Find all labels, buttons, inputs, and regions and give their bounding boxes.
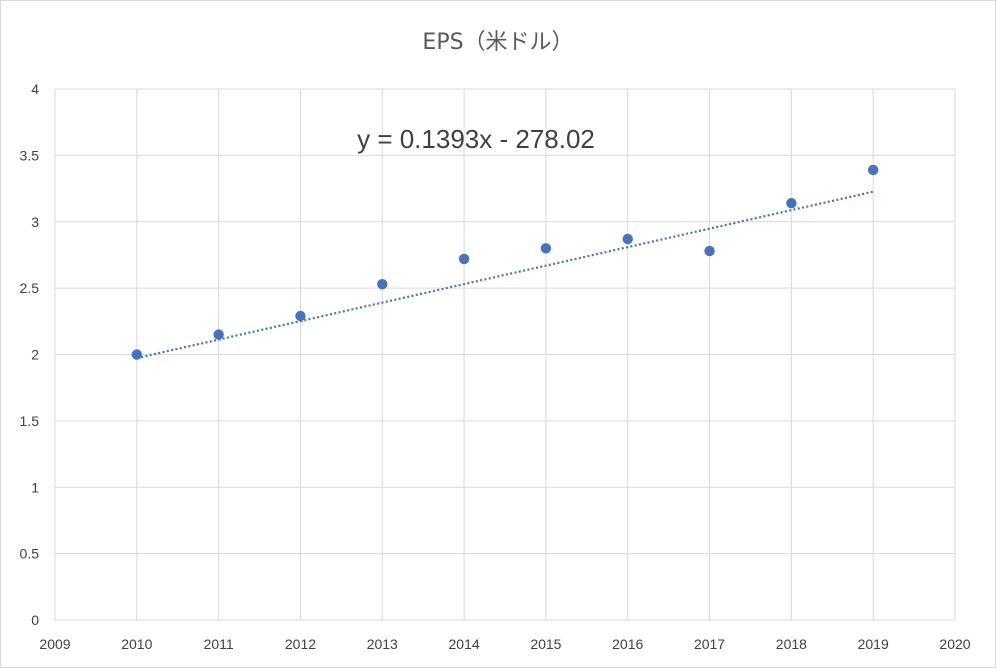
y-tick-label: 4 (31, 81, 39, 97)
y-tick-label: 3 (31, 214, 39, 230)
x-tick-label: 2018 (776, 636, 807, 652)
data-point (131, 349, 143, 360)
trendline-group (136, 190, 874, 360)
x-tick-label: 2016 (612, 636, 643, 652)
gridlines (54, 88, 956, 621)
data-point (786, 197, 797, 209)
data-point (622, 233, 633, 245)
x-tick-label: 2020 (939, 636, 970, 652)
x-tick-label: 2012 (285, 636, 316, 652)
data-point (540, 243, 552, 254)
x-tick-label: 2014 (449, 636, 480, 652)
trendline (136, 190, 874, 360)
x-tick-label: 2009 (39, 636, 70, 652)
trendline-equation: y = 0.1393x - 278.02 (357, 124, 595, 154)
y-tick-label: 1 (31, 479, 39, 495)
data-point (213, 329, 224, 340)
x-tick-label: 2010 (121, 636, 152, 652)
y-tick-label: 0.5 (20, 546, 40, 562)
y-tick-label: 1.5 (20, 413, 40, 429)
y-axis-ticks: 0 0.5 1 1.5 2 2.5 3 3.5 4 (20, 81, 40, 628)
x-tick-label: 2019 (858, 636, 889, 652)
y-tick-label: 0 (31, 612, 39, 628)
x-tick-label: 2015 (530, 636, 561, 652)
data-point (458, 253, 470, 265)
x-tick-label: 2017 (694, 636, 725, 652)
data-point (295, 310, 306, 322)
y-tick-label: 2 (31, 347, 39, 363)
x-tick-label: 2011 (204, 636, 234, 652)
y-tick-label: 3.5 (20, 147, 40, 163)
x-axis-ticks: 2009 2010 2011 2012 2013 2014 2015 2016 2017 2018… (39, 636, 970, 652)
y-tick-label: 2.5 (20, 280, 40, 296)
data-point (704, 245, 715, 257)
data-point (377, 278, 388, 290)
x-tick-label: 2013 (367, 636, 398, 652)
chart-title: EPS（米ドル） (422, 30, 573, 55)
data-point (867, 164, 879, 176)
data-points (131, 164, 879, 360)
